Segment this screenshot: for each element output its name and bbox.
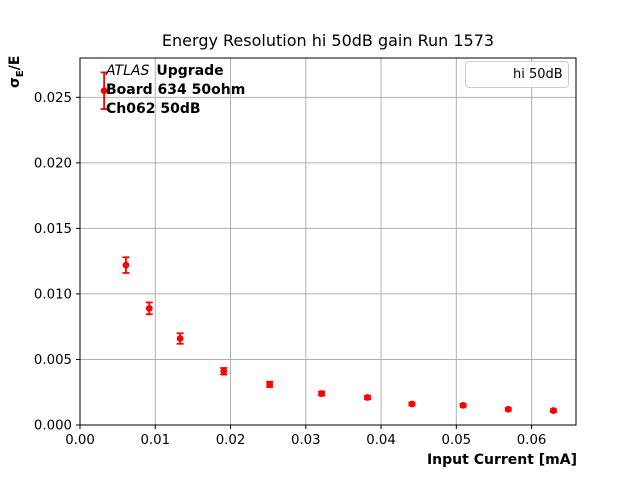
- legend-errorbar-cap-bottom: [492, 81, 500, 83]
- legend-label: hi 50dB: [513, 67, 563, 82]
- legend: hi 50dB: [465, 61, 569, 88]
- data-point: [318, 390, 326, 397]
- data-point: [122, 261, 130, 269]
- x-tick-label: 0.06: [517, 433, 547, 448]
- y-tick-label: 0.005: [34, 353, 72, 368]
- y-axis-label-rest: /E: [7, 55, 23, 71]
- data-point: [266, 380, 274, 388]
- annotation-line-2: Board 634 50ohm: [106, 82, 246, 98]
- y-axis-label-sigma: σ: [7, 77, 23, 88]
- y-tick-label: 0.015: [34, 222, 72, 237]
- data-point: [176, 335, 184, 342]
- data-point: [100, 87, 108, 95]
- data-point: [220, 367, 228, 375]
- data-point: [364, 394, 371, 401]
- x-tick-label: 0.03: [291, 433, 321, 448]
- y-tick-label: 0.000: [34, 419, 72, 434]
- chart-title: Energy Resolution hi 50dB gain Run 1573: [161, 31, 495, 50]
- x-tick-label: 0.05: [442, 433, 472, 448]
- y-axis-label: σE/E: [7, 48, 26, 88]
- data-point: [408, 400, 416, 408]
- legend-marker-dot: [492, 71, 499, 78]
- annotation-atlas: ATLAS Upgrade Board 634 50ohm Ch062 50dB: [106, 62, 245, 119]
- annotation-line-3: Ch062 50dB: [106, 101, 201, 117]
- x-tick-label: 0.02: [216, 433, 246, 448]
- annotation-atlas-word: ATLAS: [106, 63, 150, 79]
- legend-errorbar-marker-icon: [491, 66, 500, 84]
- data-point: [459, 401, 467, 409]
- y-tick-label: 0.010: [34, 287, 72, 302]
- annotation-upgrade-word: Upgrade: [156, 63, 224, 79]
- x-tick-label: 0.04: [366, 433, 396, 448]
- y-tick-label: 0.020: [34, 156, 72, 171]
- y-tick-label: 0.025: [34, 91, 72, 106]
- plot-border: [79, 57, 577, 426]
- x-axis-label: Input Current [mA]: [426, 452, 577, 468]
- x-tick-label: 0.00: [65, 433, 95, 448]
- data-point: [504, 405, 512, 413]
- y-axis-label-subscript: E: [14, 70, 26, 78]
- legend-errorbar-cap-top: [492, 67, 500, 69]
- annotation-line-1: ATLAS Upgrade: [106, 62, 245, 81]
- data-point: [550, 407, 557, 414]
- data-point: [145, 304, 153, 312]
- x-tick-label: 0.01: [140, 433, 170, 448]
